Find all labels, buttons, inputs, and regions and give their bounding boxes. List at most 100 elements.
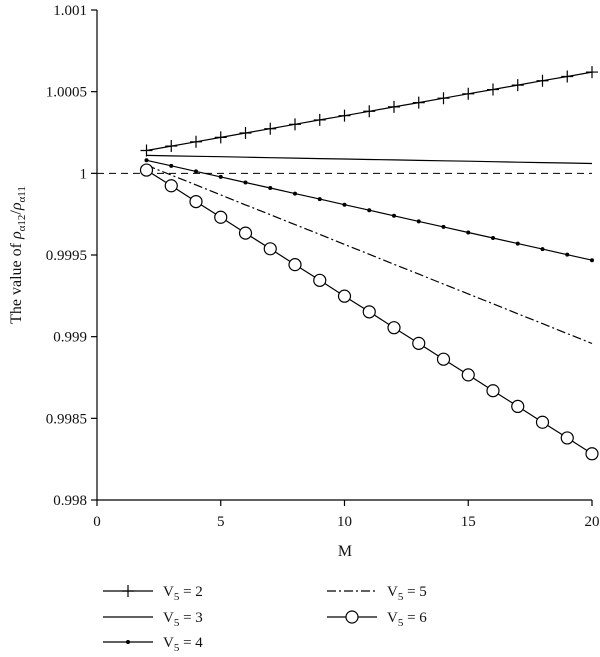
data-point [491, 236, 495, 241]
data-point [214, 210, 228, 224]
y-axis-title-slash: / [8, 210, 25, 215]
data-point [461, 368, 475, 382]
data-point [535, 415, 550, 429]
data-point [387, 321, 401, 335]
data-point [362, 305, 376, 319]
data-point [560, 431, 574, 445]
legend-item-2: V5 = 3 [103, 610, 203, 629]
legend-label-sub: 5 [398, 591, 404, 603]
series-line [146, 154, 593, 165]
series-4 [146, 164, 593, 345]
y-tick-label: 0.998 [53, 493, 87, 509]
legend-label-value: = 6 [403, 610, 427, 626]
series-2 [146, 154, 593, 165]
data-point [144, 158, 149, 163]
data-point [585, 447, 599, 461]
data-point [263, 242, 277, 256]
data-point [363, 105, 376, 118]
y-tick-label: 1.0005 [46, 85, 87, 101]
y-tick-label: 1.001 [53, 3, 87, 19]
data-point [313, 113, 326, 126]
data-point [561, 70, 574, 83]
data-point [437, 92, 450, 105]
data-point [194, 169, 198, 174]
data-point [392, 213, 396, 218]
data-point [441, 224, 446, 229]
legend-label-value: = 5 [403, 584, 426, 600]
legend-swatch-marker [122, 585, 134, 597]
data-point [190, 135, 202, 148]
series-3 [144, 158, 594, 263]
data-point [590, 258, 594, 263]
data-point [218, 174, 223, 179]
data-point [466, 230, 471, 235]
legend-label: V5 = 3 [163, 610, 203, 629]
data-point [165, 140, 178, 153]
data-point [169, 163, 174, 168]
legend-label-value: = 4 [179, 635, 203, 651]
data-point [436, 352, 451, 366]
y-tick-label: 0.9995 [46, 248, 87, 264]
data-point [293, 191, 297, 196]
legend-swatch-marker [345, 610, 359, 624]
data-point [239, 126, 252, 139]
legend-item-5: V5 = 6 [327, 610, 427, 629]
y-axis-title-sub-num: α12 [16, 215, 28, 232]
data-point [313, 273, 327, 287]
data-point [486, 384, 500, 398]
data-point [264, 122, 277, 135]
data-point [140, 144, 153, 157]
legend-label-sub: 5 [174, 642, 180, 654]
data-point [388, 100, 400, 113]
legend-label-value: = 3 [179, 610, 202, 626]
data-point [214, 131, 227, 144]
x-tick-label: 15 [461, 514, 476, 530]
y-axis-title-rho-num: ρ [8, 231, 25, 240]
plot-area [97, 66, 599, 461]
legend-item-3: V5 = 4 [103, 635, 203, 654]
y-axis-title-rho-den: ρ [8, 202, 25, 211]
x-axis-title: M [338, 543, 352, 560]
x-tick-label: 10 [337, 514, 352, 530]
data-point [288, 258, 302, 272]
data-point [139, 163, 154, 177]
legend-item-4: V5 = 5 [327, 584, 427, 603]
x-tick-label: 0 [93, 514, 101, 530]
series-1 [140, 66, 598, 157]
data-point [515, 241, 520, 246]
y-axis-title-prefix: The value of [8, 239, 25, 324]
data-point [416, 219, 421, 224]
data-point [367, 208, 372, 213]
legend-label-value: = 2 [179, 584, 202, 600]
data-point [511, 79, 524, 92]
data-point [338, 109, 351, 122]
y-axis-title: The value of ρα12/ρα11 [8, 186, 28, 324]
data-point [342, 202, 347, 207]
legend-label-main: V [163, 635, 174, 651]
y-tick-label: 1 [80, 166, 88, 182]
legend-label-main: V [387, 584, 398, 600]
legend-label-main: V [163, 584, 174, 600]
data-point [536, 74, 549, 87]
legend-label: V5 = 5 [387, 584, 427, 603]
data-point [238, 226, 253, 240]
data-point [412, 336, 426, 350]
legend-label-sub: 5 [174, 591, 180, 603]
series-line [146, 164, 593, 345]
legend: V5 = 2V5 = 3V5 = 4V5 = 5V5 = 6 [103, 584, 427, 654]
data-point [289, 118, 301, 131]
legend-label: V5 = 2 [163, 584, 203, 603]
legend-label-main: V [163, 610, 174, 626]
axes: 0 5 10 15 20 0.998 0.9985 0.999 0.9995 1 1.0005 1.0… [46, 3, 600, 530]
data-point [189, 194, 203, 209]
data-point [540, 247, 545, 252]
data-point [487, 83, 499, 96]
data-point [412, 96, 425, 109]
data-point [565, 252, 570, 257]
y-axis-title-sub-den: α11 [16, 186, 28, 202]
legend-label-sub: 5 [174, 617, 180, 629]
legend-label-main: V [387, 610, 398, 626]
data-point [268, 186, 273, 191]
data-point [164, 179, 178, 193]
